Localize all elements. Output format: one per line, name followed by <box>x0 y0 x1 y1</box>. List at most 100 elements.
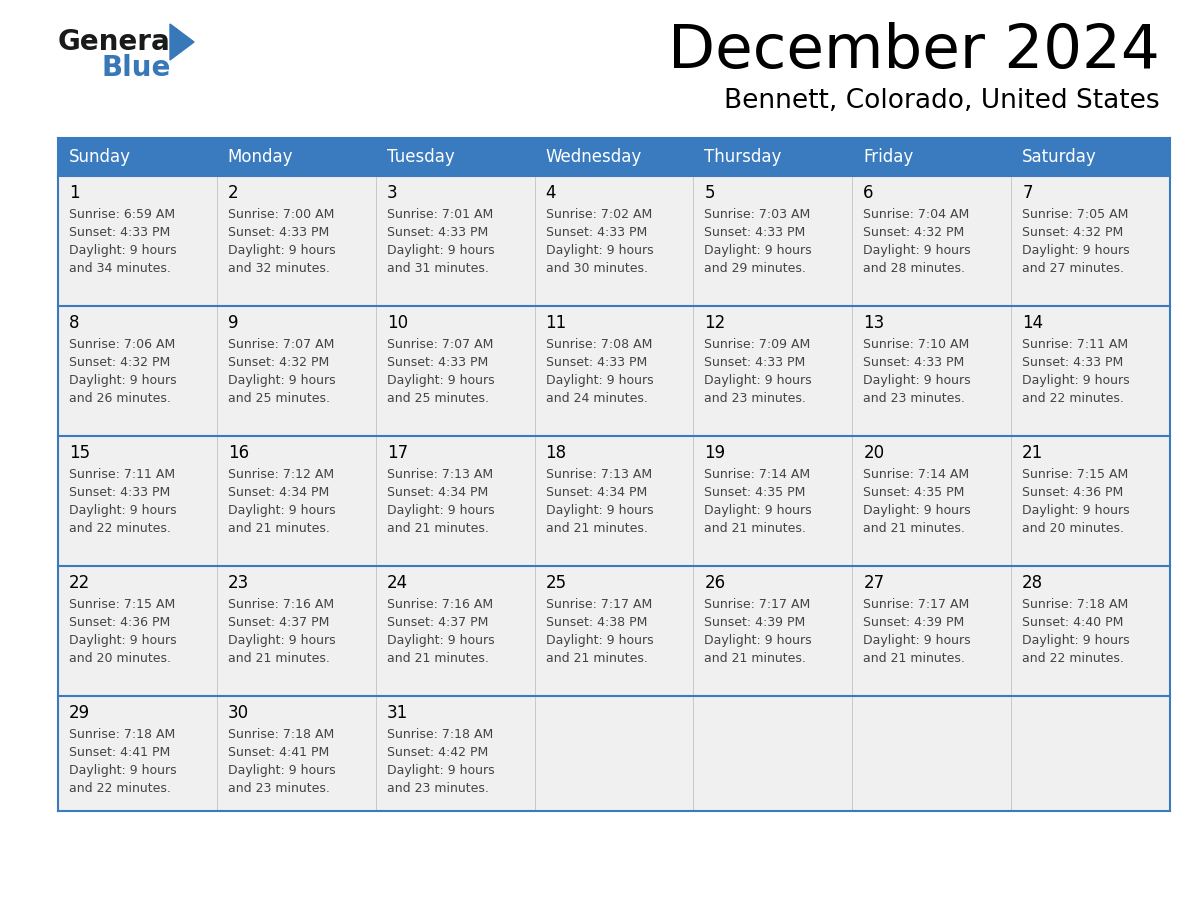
Bar <box>58 436 217 566</box>
Text: Sunset: 4:32 PM: Sunset: 4:32 PM <box>69 356 170 369</box>
Text: 3: 3 <box>387 184 397 202</box>
Text: and 21 minutes.: and 21 minutes. <box>545 652 647 665</box>
Bar <box>375 176 535 306</box>
Text: Sunrise: 7:12 AM: Sunrise: 7:12 AM <box>228 468 334 481</box>
Text: and 29 minutes.: and 29 minutes. <box>704 262 807 275</box>
Text: Monday: Monday <box>228 148 293 166</box>
Text: and 21 minutes.: and 21 minutes. <box>228 652 330 665</box>
Bar <box>375 138 535 176</box>
Bar <box>694 306 852 436</box>
Text: and 28 minutes.: and 28 minutes. <box>864 262 966 275</box>
Text: and 24 minutes.: and 24 minutes. <box>545 392 647 405</box>
Bar <box>217 138 375 176</box>
Text: Sunrise: 7:04 AM: Sunrise: 7:04 AM <box>864 208 969 221</box>
Text: Daylight: 9 hours: Daylight: 9 hours <box>228 374 335 387</box>
Text: and 25 minutes.: and 25 minutes. <box>387 392 488 405</box>
Text: Sunset: 4:33 PM: Sunset: 4:33 PM <box>387 226 488 239</box>
Text: Sunrise: 6:59 AM: Sunrise: 6:59 AM <box>69 208 175 221</box>
Bar <box>535 176 694 306</box>
Text: 9: 9 <box>228 314 239 332</box>
Text: Sunset: 4:33 PM: Sunset: 4:33 PM <box>228 226 329 239</box>
Text: Sunset: 4:42 PM: Sunset: 4:42 PM <box>387 746 488 759</box>
Text: and 23 minutes.: and 23 minutes. <box>387 782 488 795</box>
Text: 22: 22 <box>69 574 90 592</box>
Text: Sunset: 4:33 PM: Sunset: 4:33 PM <box>69 226 170 239</box>
Text: Sunrise: 7:13 AM: Sunrise: 7:13 AM <box>387 468 493 481</box>
Text: Sunrise: 7:00 AM: Sunrise: 7:00 AM <box>228 208 334 221</box>
Text: and 20 minutes.: and 20 minutes. <box>1022 522 1124 535</box>
Text: Sunrise: 7:05 AM: Sunrise: 7:05 AM <box>1022 208 1129 221</box>
Text: Sunset: 4:39 PM: Sunset: 4:39 PM <box>704 616 805 629</box>
Text: Sunrise: 7:11 AM: Sunrise: 7:11 AM <box>1022 338 1129 351</box>
Text: 23: 23 <box>228 574 249 592</box>
Text: and 21 minutes.: and 21 minutes. <box>387 652 488 665</box>
Bar <box>535 306 694 436</box>
Text: and 30 minutes.: and 30 minutes. <box>545 262 647 275</box>
Text: Sunrise: 7:01 AM: Sunrise: 7:01 AM <box>387 208 493 221</box>
Text: 18: 18 <box>545 444 567 462</box>
Text: Sunrise: 7:18 AM: Sunrise: 7:18 AM <box>1022 598 1129 611</box>
Bar <box>852 138 1011 176</box>
Text: and 21 minutes.: and 21 minutes. <box>545 522 647 535</box>
Text: Sunrise: 7:17 AM: Sunrise: 7:17 AM <box>545 598 652 611</box>
Bar <box>1011 306 1170 436</box>
Text: and 21 minutes.: and 21 minutes. <box>864 652 965 665</box>
Bar <box>694 566 852 696</box>
Text: Sunset: 4:35 PM: Sunset: 4:35 PM <box>864 486 965 499</box>
Text: and 26 minutes.: and 26 minutes. <box>69 392 171 405</box>
Bar <box>852 306 1011 436</box>
Text: Sunrise: 7:11 AM: Sunrise: 7:11 AM <box>69 468 175 481</box>
Bar <box>217 436 375 566</box>
Text: Sunset: 4:39 PM: Sunset: 4:39 PM <box>864 616 965 629</box>
Text: Daylight: 9 hours: Daylight: 9 hours <box>864 504 971 517</box>
Bar <box>58 138 217 176</box>
Bar <box>58 566 217 696</box>
Bar <box>694 436 852 566</box>
Text: Sunset: 4:34 PM: Sunset: 4:34 PM <box>228 486 329 499</box>
Text: Sunset: 4:36 PM: Sunset: 4:36 PM <box>1022 486 1124 499</box>
Text: 30: 30 <box>228 704 249 722</box>
Bar <box>852 436 1011 566</box>
Text: 1: 1 <box>69 184 80 202</box>
Bar <box>217 696 375 811</box>
Bar <box>1011 138 1170 176</box>
Text: and 22 minutes.: and 22 minutes. <box>69 782 171 795</box>
Text: 28: 28 <box>1022 574 1043 592</box>
Text: Sunset: 4:33 PM: Sunset: 4:33 PM <box>69 486 170 499</box>
Bar <box>1011 566 1170 696</box>
Text: Daylight: 9 hours: Daylight: 9 hours <box>864 244 971 257</box>
Text: 8: 8 <box>69 314 80 332</box>
Text: 14: 14 <box>1022 314 1043 332</box>
Text: Daylight: 9 hours: Daylight: 9 hours <box>69 504 177 517</box>
Text: 24: 24 <box>387 574 407 592</box>
Text: and 22 minutes.: and 22 minutes. <box>1022 392 1124 405</box>
Text: Sunrise: 7:17 AM: Sunrise: 7:17 AM <box>704 598 810 611</box>
Bar <box>694 696 852 811</box>
Polygon shape <box>170 24 194 60</box>
Text: Daylight: 9 hours: Daylight: 9 hours <box>228 244 335 257</box>
Text: Sunrise: 7:14 AM: Sunrise: 7:14 AM <box>704 468 810 481</box>
Text: Sunset: 4:41 PM: Sunset: 4:41 PM <box>69 746 170 759</box>
Text: 29: 29 <box>69 704 90 722</box>
Text: and 21 minutes.: and 21 minutes. <box>864 522 965 535</box>
Text: 10: 10 <box>387 314 407 332</box>
Bar <box>535 696 694 811</box>
Text: Sunrise: 7:13 AM: Sunrise: 7:13 AM <box>545 468 652 481</box>
Text: Daylight: 9 hours: Daylight: 9 hours <box>545 244 653 257</box>
Text: Sunrise: 7:18 AM: Sunrise: 7:18 AM <box>69 728 176 741</box>
Text: Sunrise: 7:02 AM: Sunrise: 7:02 AM <box>545 208 652 221</box>
Text: and 22 minutes.: and 22 minutes. <box>69 522 171 535</box>
Bar <box>852 566 1011 696</box>
Text: and 22 minutes.: and 22 minutes. <box>1022 652 1124 665</box>
Text: and 31 minutes.: and 31 minutes. <box>387 262 488 275</box>
Text: Daylight: 9 hours: Daylight: 9 hours <box>1022 374 1130 387</box>
Bar <box>852 176 1011 306</box>
Text: Daylight: 9 hours: Daylight: 9 hours <box>704 634 813 647</box>
Text: Sunday: Sunday <box>69 148 131 166</box>
Text: 21: 21 <box>1022 444 1043 462</box>
Bar <box>535 436 694 566</box>
Text: 19: 19 <box>704 444 726 462</box>
Text: and 25 minutes.: and 25 minutes. <box>228 392 330 405</box>
Text: 11: 11 <box>545 314 567 332</box>
Text: Sunset: 4:33 PM: Sunset: 4:33 PM <box>545 226 646 239</box>
